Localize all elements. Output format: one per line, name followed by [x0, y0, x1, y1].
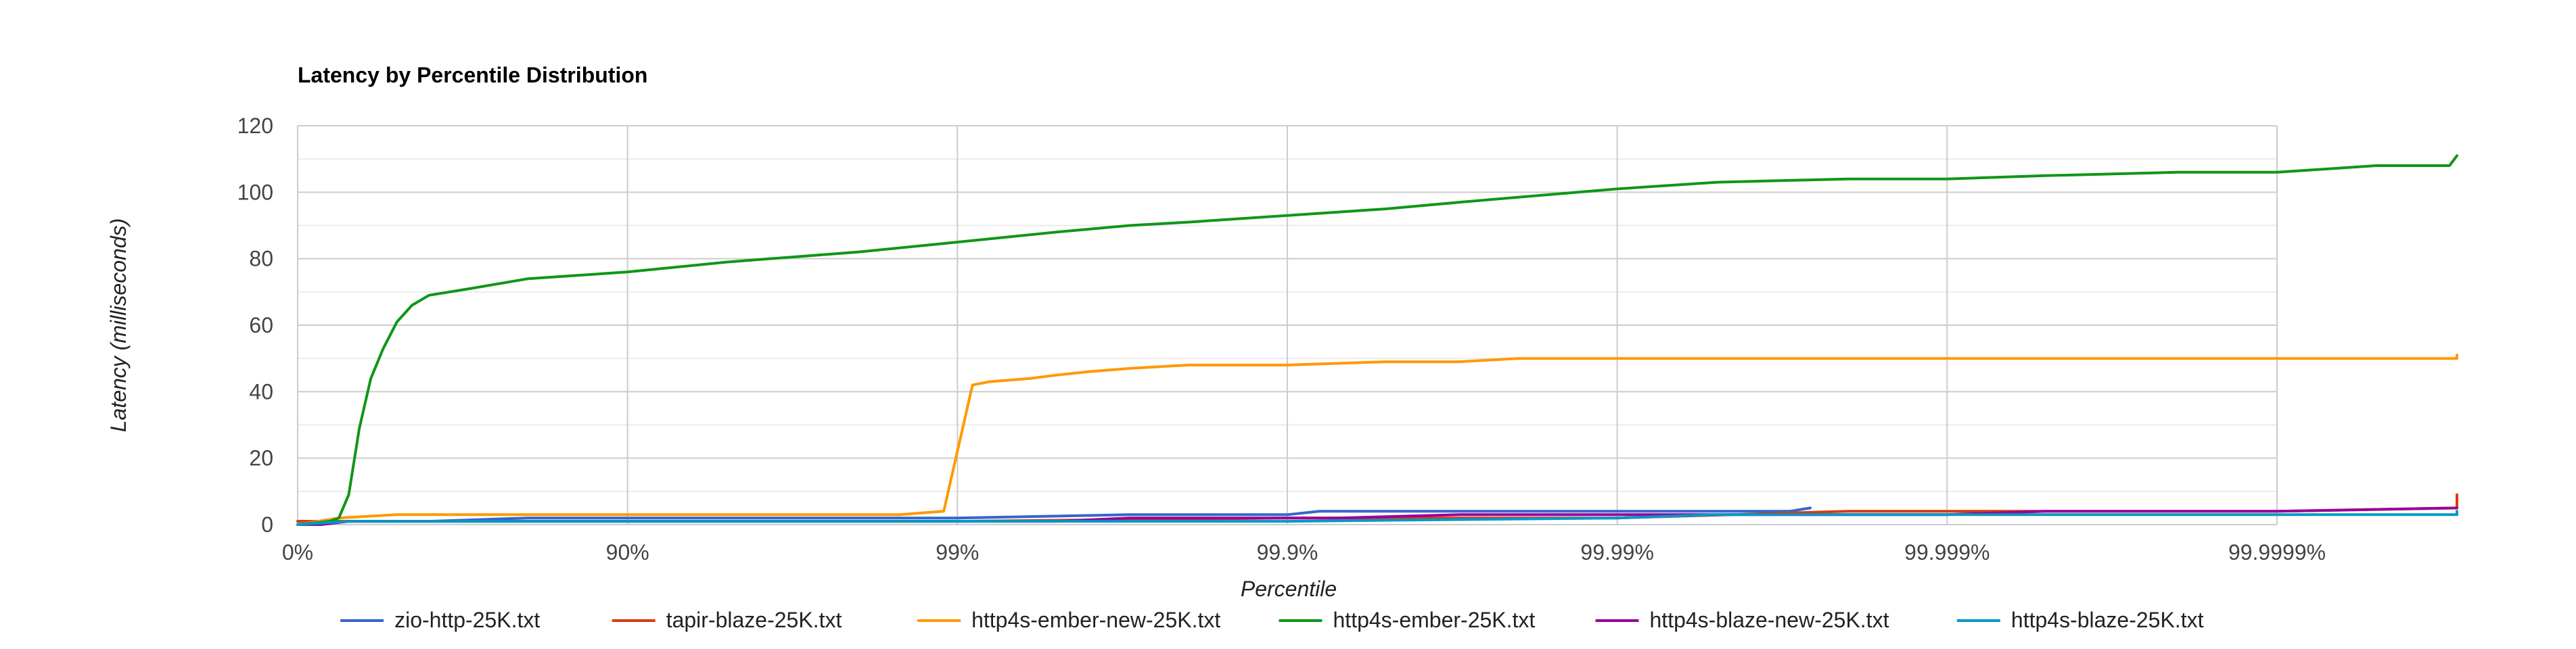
x-tick-label: 99.9% — [1257, 540, 1318, 564]
x-axis-ticks: 0% 90% 99% 99.9% 99.99% 99.999% 99.9999% — [282, 540, 2326, 564]
series-line — [296, 506, 1812, 523]
legend-entry: tapir-blaze-25K.txt — [666, 608, 842, 632]
chart-title: Latency by Percentile Distribution — [298, 63, 647, 87]
legend-entry: http4s-blaze-25K.txt — [2011, 608, 2204, 632]
series-line — [296, 154, 2458, 526]
y-tick-label: 120 — [237, 114, 273, 138]
chart-grid — [297, 125, 2278, 525]
y-tick-label: 60 — [249, 313, 273, 337]
y-tick-label: 100 — [237, 180, 273, 204]
x-tick-label: 99.99% — [1580, 540, 1654, 564]
y-axis-ticks: 0 20 40 60 80 100 120 — [237, 114, 273, 537]
legend-entry: http4s-ember-25K.txt — [1333, 608, 1536, 632]
x-tick-label: 99.999% — [1904, 540, 1990, 564]
legend-entry: http4s-ember-new-25K.txt — [971, 608, 1220, 632]
x-axis-label: Percentile — [1241, 577, 1337, 601]
series-layer — [296, 154, 2458, 526]
series-line — [296, 510, 2458, 526]
y-tick-label: 0 — [261, 512, 273, 537]
series-line — [296, 354, 2458, 526]
x-tick-label: 0% — [282, 540, 313, 564]
y-tick-label: 80 — [249, 247, 273, 271]
x-tick-label: 99.9999% — [2228, 540, 2326, 564]
y-tick-label: 20 — [249, 446, 273, 471]
x-tick-label: 90% — [606, 540, 649, 564]
y-tick-label: 40 — [249, 379, 273, 404]
legend-entry: zio-http-25K.txt — [394, 608, 540, 632]
y-axis-label: Latency (milliseconds) — [106, 218, 131, 433]
legend: zio-http-25K.txt tapir-blaze-25K.txt http4… — [340, 608, 2204, 632]
x-tick-label: 99% — [936, 540, 979, 564]
legend-entry: http4s-blaze-new-25K.txt — [1650, 608, 1889, 632]
